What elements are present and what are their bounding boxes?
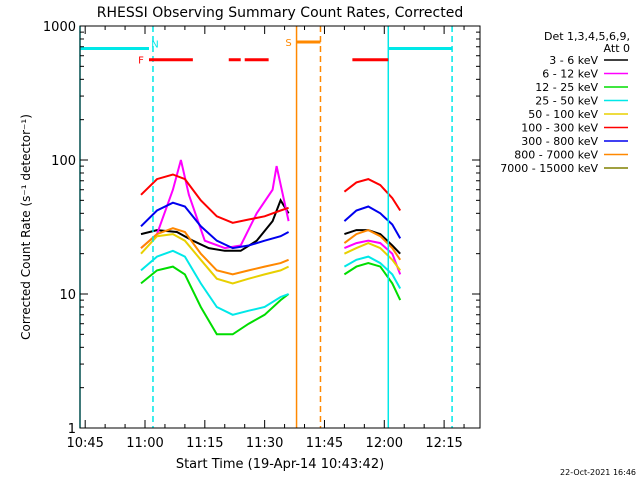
chart-title: RHESSI Observing Summary Count Rates, Co… [97, 5, 463, 21]
x-tick-label: 12:00 [366, 436, 403, 451]
series-line [344, 239, 402, 275]
series-line [343, 178, 402, 212]
x-tick-label: 11:00 [126, 436, 163, 451]
legend-entry-label: 3 - 6 keV [549, 54, 598, 67]
x-tick-label: 11:45 [306, 436, 343, 451]
legend-entry-label: 300 - 800 keV [521, 135, 598, 148]
x-tick-label: 11:30 [246, 436, 283, 451]
flag-layer: NF S [80, 38, 453, 67]
series-line [140, 227, 289, 276]
axis-layer: 1 10 100 1000 10:45 11:00 11:15 11:30 11:45 12:00… [43, 20, 480, 451]
series-line [140, 159, 290, 250]
marker-layer [79, 26, 453, 428]
flag-label: N [151, 39, 158, 50]
series-line [343, 205, 402, 239]
series-line [140, 173, 289, 224]
flag-label: F [138, 56, 144, 67]
legend-entry-label: 6 - 12 keV [542, 68, 598, 81]
series-line [140, 265, 290, 336]
series-line [140, 249, 289, 316]
legend-entry-label: 100 - 300 keV [521, 122, 598, 135]
y-tick-label: 1000 [43, 20, 76, 35]
footer-date: 22-Oct-2021 16:46 [560, 468, 636, 477]
legend-entry-label: 50 - 100 keV [528, 108, 598, 121]
y-tick-label: 100 [51, 154, 76, 169]
series-line [343, 262, 402, 301]
legend-entry-label: 7000 - 15000 keV [500, 162, 598, 175]
series-layer [140, 159, 402, 336]
legend-header-line2: Att 0 [604, 42, 630, 55]
series-line [343, 242, 402, 271]
series-line [140, 233, 290, 285]
legend-header-line1: Det 1,3,4,5,6,9, [544, 30, 630, 43]
x-tick-label: 12:15 [425, 436, 462, 451]
legend-entry-label: 25 - 50 keV [535, 95, 598, 108]
x-axis-label: Start Time (19-Apr-14 10:43:42) [176, 457, 384, 472]
x-tick-label: 10:45 [66, 436, 103, 451]
flag-label: S [285, 38, 291, 49]
y-tick-label: 1 [68, 422, 76, 437]
legend-entry-label: 800 - 7000 keV [514, 149, 598, 162]
legend-entry-label: 12 - 25 keV [535, 81, 598, 94]
y-axis-label: Corrected Count Rate (s⁻¹ detector⁻¹) [19, 114, 33, 340]
x-tick-label: 11:15 [186, 436, 223, 451]
y-tick-label: 10 [59, 288, 76, 303]
series-line [140, 201, 290, 250]
plot-frame [79, 25, 481, 429]
series-line [343, 229, 402, 261]
series-line [343, 255, 402, 289]
series-line [140, 198, 290, 252]
